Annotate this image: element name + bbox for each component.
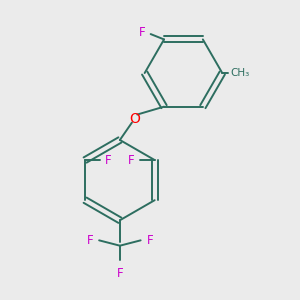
Text: F: F [86, 234, 93, 247]
Text: F: F [105, 154, 112, 166]
Text: F: F [139, 26, 145, 39]
Text: O: O [129, 112, 140, 125]
Text: F: F [117, 267, 123, 280]
Text: F: F [128, 154, 135, 166]
Text: F: F [147, 234, 153, 247]
Text: CH₃: CH₃ [230, 68, 250, 78]
